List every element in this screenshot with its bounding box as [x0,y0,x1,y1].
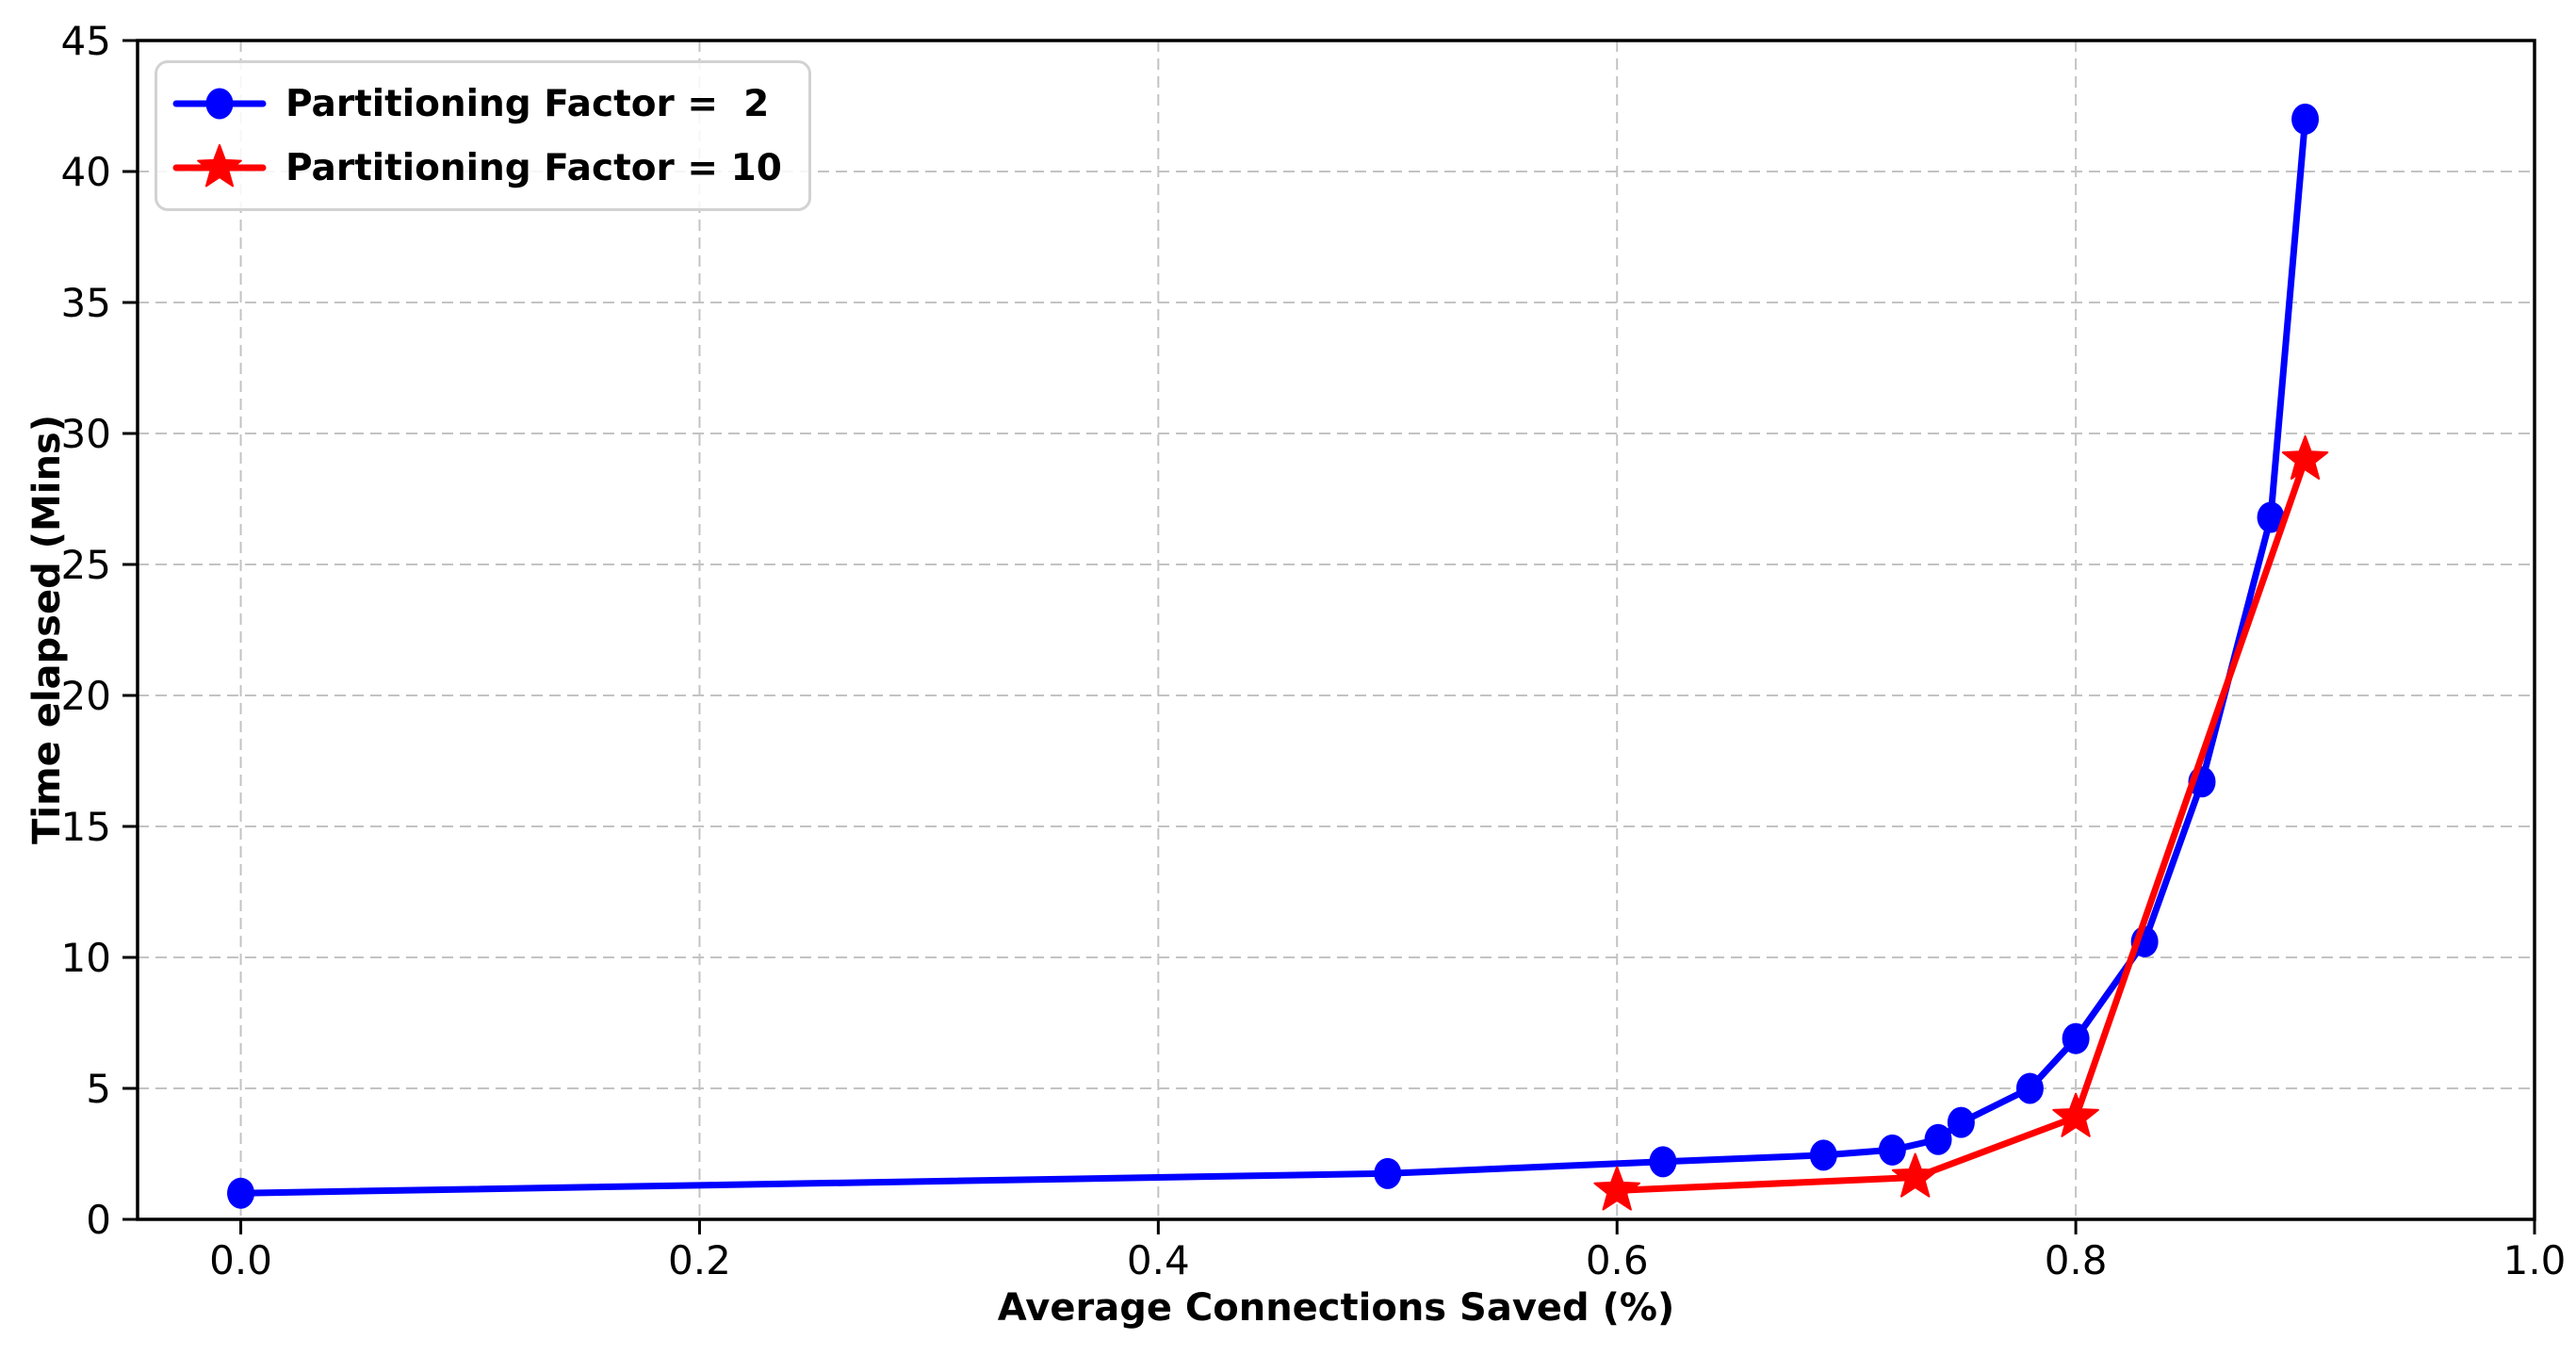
legend-sample-star [197,144,242,188]
x-tick-label: 0.8 [2045,1237,2108,1283]
x-tick-label: 0.4 [1127,1237,1190,1283]
y-tick-label: 30 [61,411,111,457]
legend-item-factor-2: Partitioning Factor = 2 [172,74,782,133]
data-point-circle-icon [2062,1022,2090,1054]
y-tick-label: 0 [86,1197,111,1243]
legend-marker-star-icon [172,144,267,188]
y-tick-label: 20 [61,673,111,719]
legend-label-factor-2: Partitioning Factor = 2 [285,82,770,125]
x-tick-label: 0.6 [1586,1237,1649,1283]
x-tick-label: 1.0 [2503,1237,2567,1283]
legend-marker-circle-icon [172,88,267,120]
data-point-star-icon [2281,434,2329,480]
data-point-circle-icon [2291,103,2320,135]
legend: Partitioning Factor = 2 Partitioning Fac… [155,60,811,211]
series-line-1 [1613,456,2309,1194]
series-line-0 [237,115,2309,1197]
data-point-circle-icon [1649,1146,1677,1178]
data-point-circle-icon [1374,1157,1402,1189]
y-tick-label: 35 [61,280,111,326]
data-point-circle-icon [1809,1139,1837,1171]
y-tick-label: 15 [61,804,111,850]
data-point-circle-icon [227,1177,255,1209]
y-tick-label: 45 [61,18,111,64]
data-point-star-icon [2052,1092,2099,1137]
data-point-star-icon [1891,1152,1939,1198]
y-axis-label: Time elapsed (Mins) [25,414,69,845]
legend-item-factor-10: Partitioning Factor = 10 [172,139,782,197]
data-point-circle-icon [1878,1134,1906,1166]
y-tick-label: 40 [61,149,111,195]
y-tick-label: 5 [86,1066,111,1112]
legend-sample-circle [205,88,234,120]
data-point-circle-icon [1947,1106,1975,1138]
data-point-circle-icon [2257,501,2285,533]
x-axis-label: Average Connections Saved (%) [997,1286,1675,1330]
x-tick-label: 0.2 [668,1237,731,1283]
plot-border [136,39,2536,1221]
data-point-star-icon [1593,1166,1640,1211]
y-tick-label: 10 [61,935,111,981]
data-point-circle-icon [2015,1072,2044,1104]
data-point-circle-icon [1924,1123,1952,1155]
legend-label-factor-10: Partitioning Factor = 10 [285,146,782,189]
x-tick-label: 0.0 [209,1237,272,1283]
y-tick-label: 25 [61,542,111,588]
